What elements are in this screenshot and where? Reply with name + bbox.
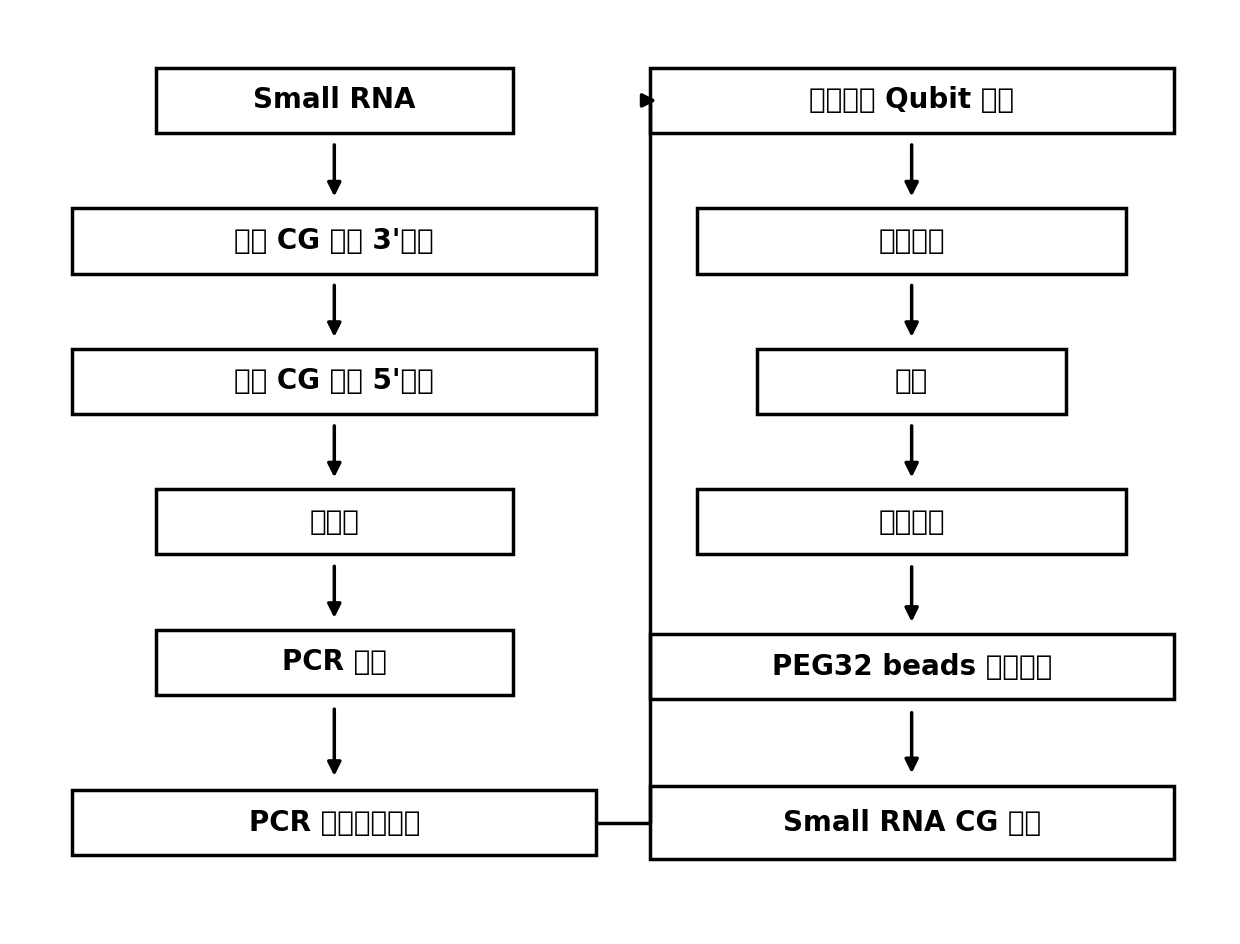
Bar <box>72 348 596 414</box>
Text: 连接 CG 文库 5'接头: 连接 CG 文库 5'接头 <box>234 367 434 396</box>
Text: Small RNA CG 文库: Small RNA CG 文库 <box>782 809 1040 836</box>
Text: 酶切消化: 酶切消化 <box>878 508 945 536</box>
Bar <box>756 348 1066 414</box>
Bar <box>156 68 513 133</box>
Bar <box>72 209 596 274</box>
Text: 回收产物 Qubit 定量: 回收产物 Qubit 定量 <box>810 87 1014 114</box>
Text: 反转录: 反转录 <box>309 508 360 536</box>
Bar <box>72 790 596 855</box>
Text: 连接 CG 文库 3'接头: 连接 CG 文库 3'接头 <box>234 227 434 255</box>
Text: Small RNA: Small RNA <box>253 87 415 114</box>
Bar <box>650 634 1173 700</box>
Text: PEG32 beads 纯化回收: PEG32 beads 纯化回收 <box>771 653 1052 681</box>
Text: 单链分离: 单链分离 <box>878 227 945 255</box>
Bar <box>697 489 1126 554</box>
Bar <box>650 786 1173 859</box>
Bar <box>156 630 513 695</box>
Bar <box>697 209 1126 274</box>
Text: PCR 产物纯化回收: PCR 产物纯化回收 <box>248 809 420 836</box>
Text: 环化: 环化 <box>895 367 929 396</box>
Text: PCR 扩增: PCR 扩增 <box>281 649 387 676</box>
Bar <box>156 489 513 554</box>
Bar <box>650 68 1173 133</box>
